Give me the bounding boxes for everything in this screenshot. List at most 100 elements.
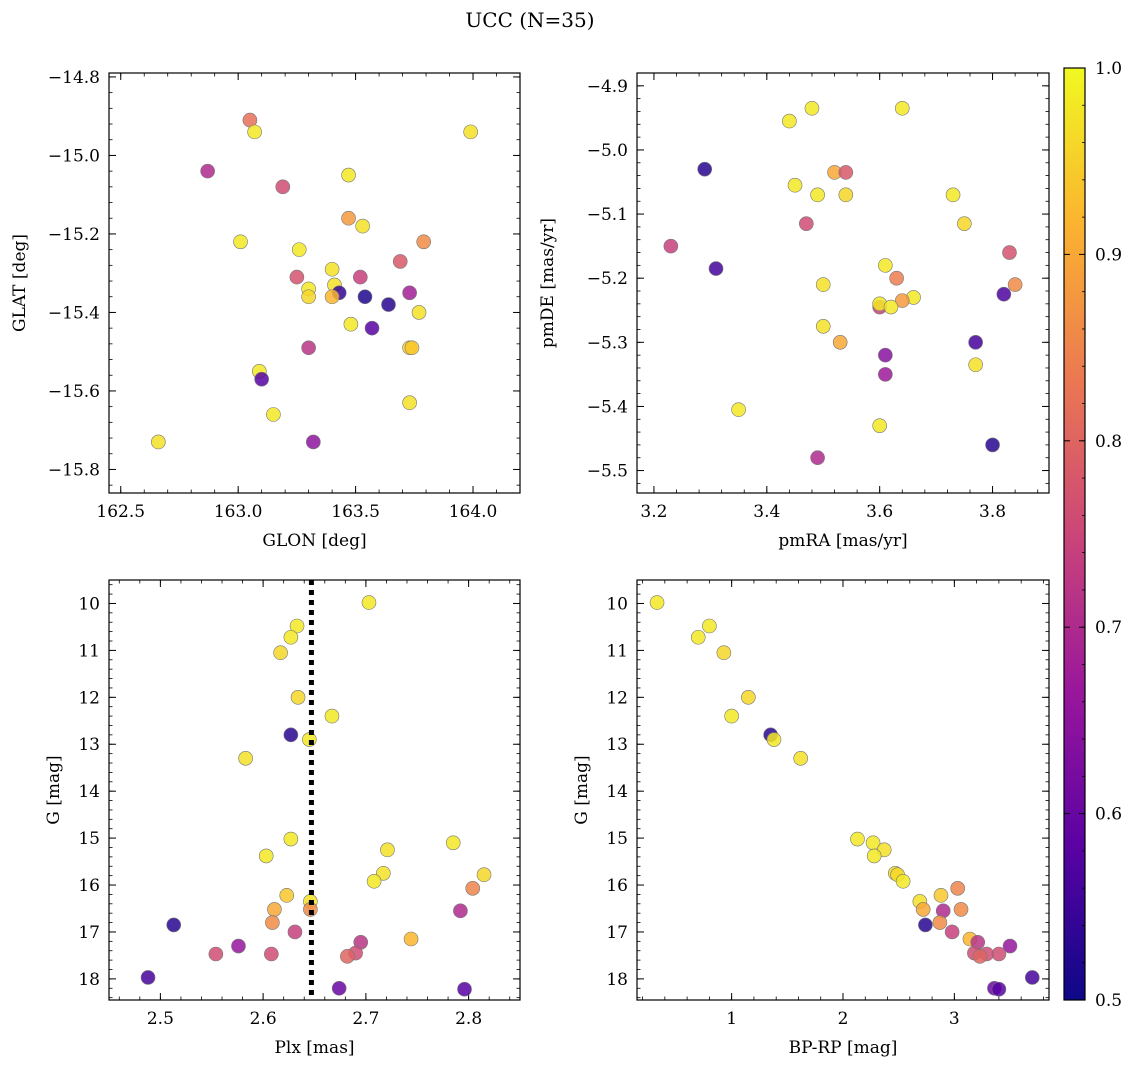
data-point bbox=[380, 842, 395, 858]
data-point bbox=[649, 595, 665, 610]
x-tick-label: 164.0 bbox=[449, 502, 498, 522]
data-point bbox=[741, 690, 756, 705]
data-point bbox=[306, 434, 321, 450]
data-point bbox=[476, 867, 492, 883]
plot-frame bbox=[108, 579, 521, 1001]
data-point bbox=[343, 316, 359, 332]
y-tick-label: 17 bbox=[78, 923, 100, 943]
data-point bbox=[404, 340, 420, 356]
data-point bbox=[445, 835, 461, 851]
y-tick-label: −4.9 bbox=[587, 77, 628, 97]
data-point bbox=[233, 234, 248, 250]
data-point bbox=[265, 915, 280, 930]
y-tick-label: −15.4 bbox=[48, 303, 100, 323]
y-tick-label: 16 bbox=[606, 876, 628, 896]
data-point bbox=[872, 418, 887, 433]
data-point bbox=[895, 873, 911, 889]
data-point bbox=[301, 340, 316, 356]
x-axis-label: pmRA [mas/yr] bbox=[778, 531, 907, 551]
data-point bbox=[208, 946, 224, 962]
data-point bbox=[716, 645, 732, 661]
x-tick-label: 3.4 bbox=[753, 502, 780, 522]
colorbar-tick-label: 0.5 bbox=[1095, 991, 1122, 1011]
y-tick-label: 13 bbox=[78, 735, 100, 755]
x-axis-label: BP-RP [mag] bbox=[789, 1038, 898, 1058]
data-point bbox=[953, 902, 969, 917]
x-axis-label: GLON [deg] bbox=[262, 531, 366, 551]
data-point bbox=[731, 402, 746, 417]
data-point bbox=[850, 831, 865, 847]
y-tick-label: −5.4 bbox=[587, 397, 628, 417]
data-point bbox=[889, 270, 904, 286]
data-point bbox=[804, 100, 820, 116]
x-tick-label: 3.2 bbox=[640, 502, 667, 522]
data-point bbox=[1002, 245, 1017, 260]
colorbar-gradient bbox=[1063, 67, 1086, 1001]
data-point bbox=[366, 873, 382, 889]
y-tick-label: 16 bbox=[78, 876, 100, 896]
y-tick-label: −5.0 bbox=[587, 141, 628, 161]
colorbar-tick-label: 0.7 bbox=[1095, 618, 1122, 638]
data-point bbox=[166, 917, 182, 933]
data-point bbox=[340, 949, 355, 964]
y-tick-label: 15 bbox=[78, 829, 100, 849]
data-point bbox=[247, 124, 262, 140]
y-tick-label: 18 bbox=[78, 970, 100, 990]
data-point bbox=[364, 320, 380, 336]
data-point bbox=[403, 931, 419, 947]
data-point bbox=[324, 289, 340, 305]
data-point bbox=[702, 618, 717, 634]
data-point bbox=[283, 831, 299, 847]
data-point bbox=[918, 917, 933, 933]
data-point bbox=[291, 242, 307, 257]
colorbar: 0.5 0.6 0.7 0.8 0.9 1.0 bbox=[1063, 59, 1122, 1011]
colorbar-tick-label: 1.0 bbox=[1095, 59, 1122, 79]
data-point bbox=[793, 751, 808, 766]
y-tick-label: −5.3 bbox=[587, 333, 628, 353]
data-point bbox=[273, 645, 288, 661]
data-point bbox=[457, 981, 472, 997]
y-tick-label: −15.6 bbox=[48, 382, 100, 402]
x-tick-label: 2.8 bbox=[455, 1009, 482, 1029]
colorbar-tick-label: 0.8 bbox=[1095, 432, 1122, 452]
data-point bbox=[810, 450, 825, 466]
data-point bbox=[968, 335, 983, 350]
data-point bbox=[279, 888, 295, 903]
data-point bbox=[945, 187, 961, 203]
data-point bbox=[151, 434, 166, 450]
data-point bbox=[787, 177, 803, 193]
panel-glon-glat: 162.5 163.0 163.5 164.0 −15.8 −15.6 −15.4 −15.2… bbox=[10, 68, 521, 551]
y-tick-label: 12 bbox=[606, 688, 628, 708]
x-tick-label: 2 bbox=[838, 1009, 849, 1029]
data-point bbox=[690, 629, 706, 645]
data-point bbox=[894, 293, 910, 308]
data-point bbox=[894, 100, 910, 116]
data-point bbox=[453, 903, 468, 919]
data-point bbox=[301, 289, 316, 305]
data-point bbox=[708, 261, 724, 276]
y-tick-label: −5.5 bbox=[587, 462, 628, 482]
data-point bbox=[957, 216, 972, 231]
data-point bbox=[832, 335, 848, 350]
x-axis-label: Plx [mas] bbox=[274, 1038, 354, 1058]
data-point bbox=[838, 187, 854, 203]
data-point bbox=[289, 269, 305, 285]
y-tick-label: 14 bbox=[78, 782, 100, 802]
data-point bbox=[878, 347, 893, 363]
y-tick-label: 12 bbox=[78, 688, 100, 708]
data-point bbox=[289, 618, 305, 634]
data-point bbox=[402, 285, 417, 301]
data-point bbox=[1024, 970, 1040, 985]
y-tick-label: −5.1 bbox=[587, 205, 628, 225]
panel-plx-gmag: 2.5 2.6 2.7 2.8 10 11 12 13 14 15 16 17 18 Plx [mas] G… bbox=[44, 579, 521, 1058]
y-tick-label: −15.8 bbox=[48, 460, 100, 480]
data-point bbox=[1007, 277, 1023, 292]
y-tick-label: 10 bbox=[78, 594, 100, 614]
data-point bbox=[283, 629, 299, 645]
data-point bbox=[355, 218, 370, 234]
data-point bbox=[324, 261, 340, 277]
data-point bbox=[933, 888, 949, 903]
y-axis-label: G [mag] bbox=[44, 755, 64, 824]
data-point bbox=[267, 902, 282, 917]
